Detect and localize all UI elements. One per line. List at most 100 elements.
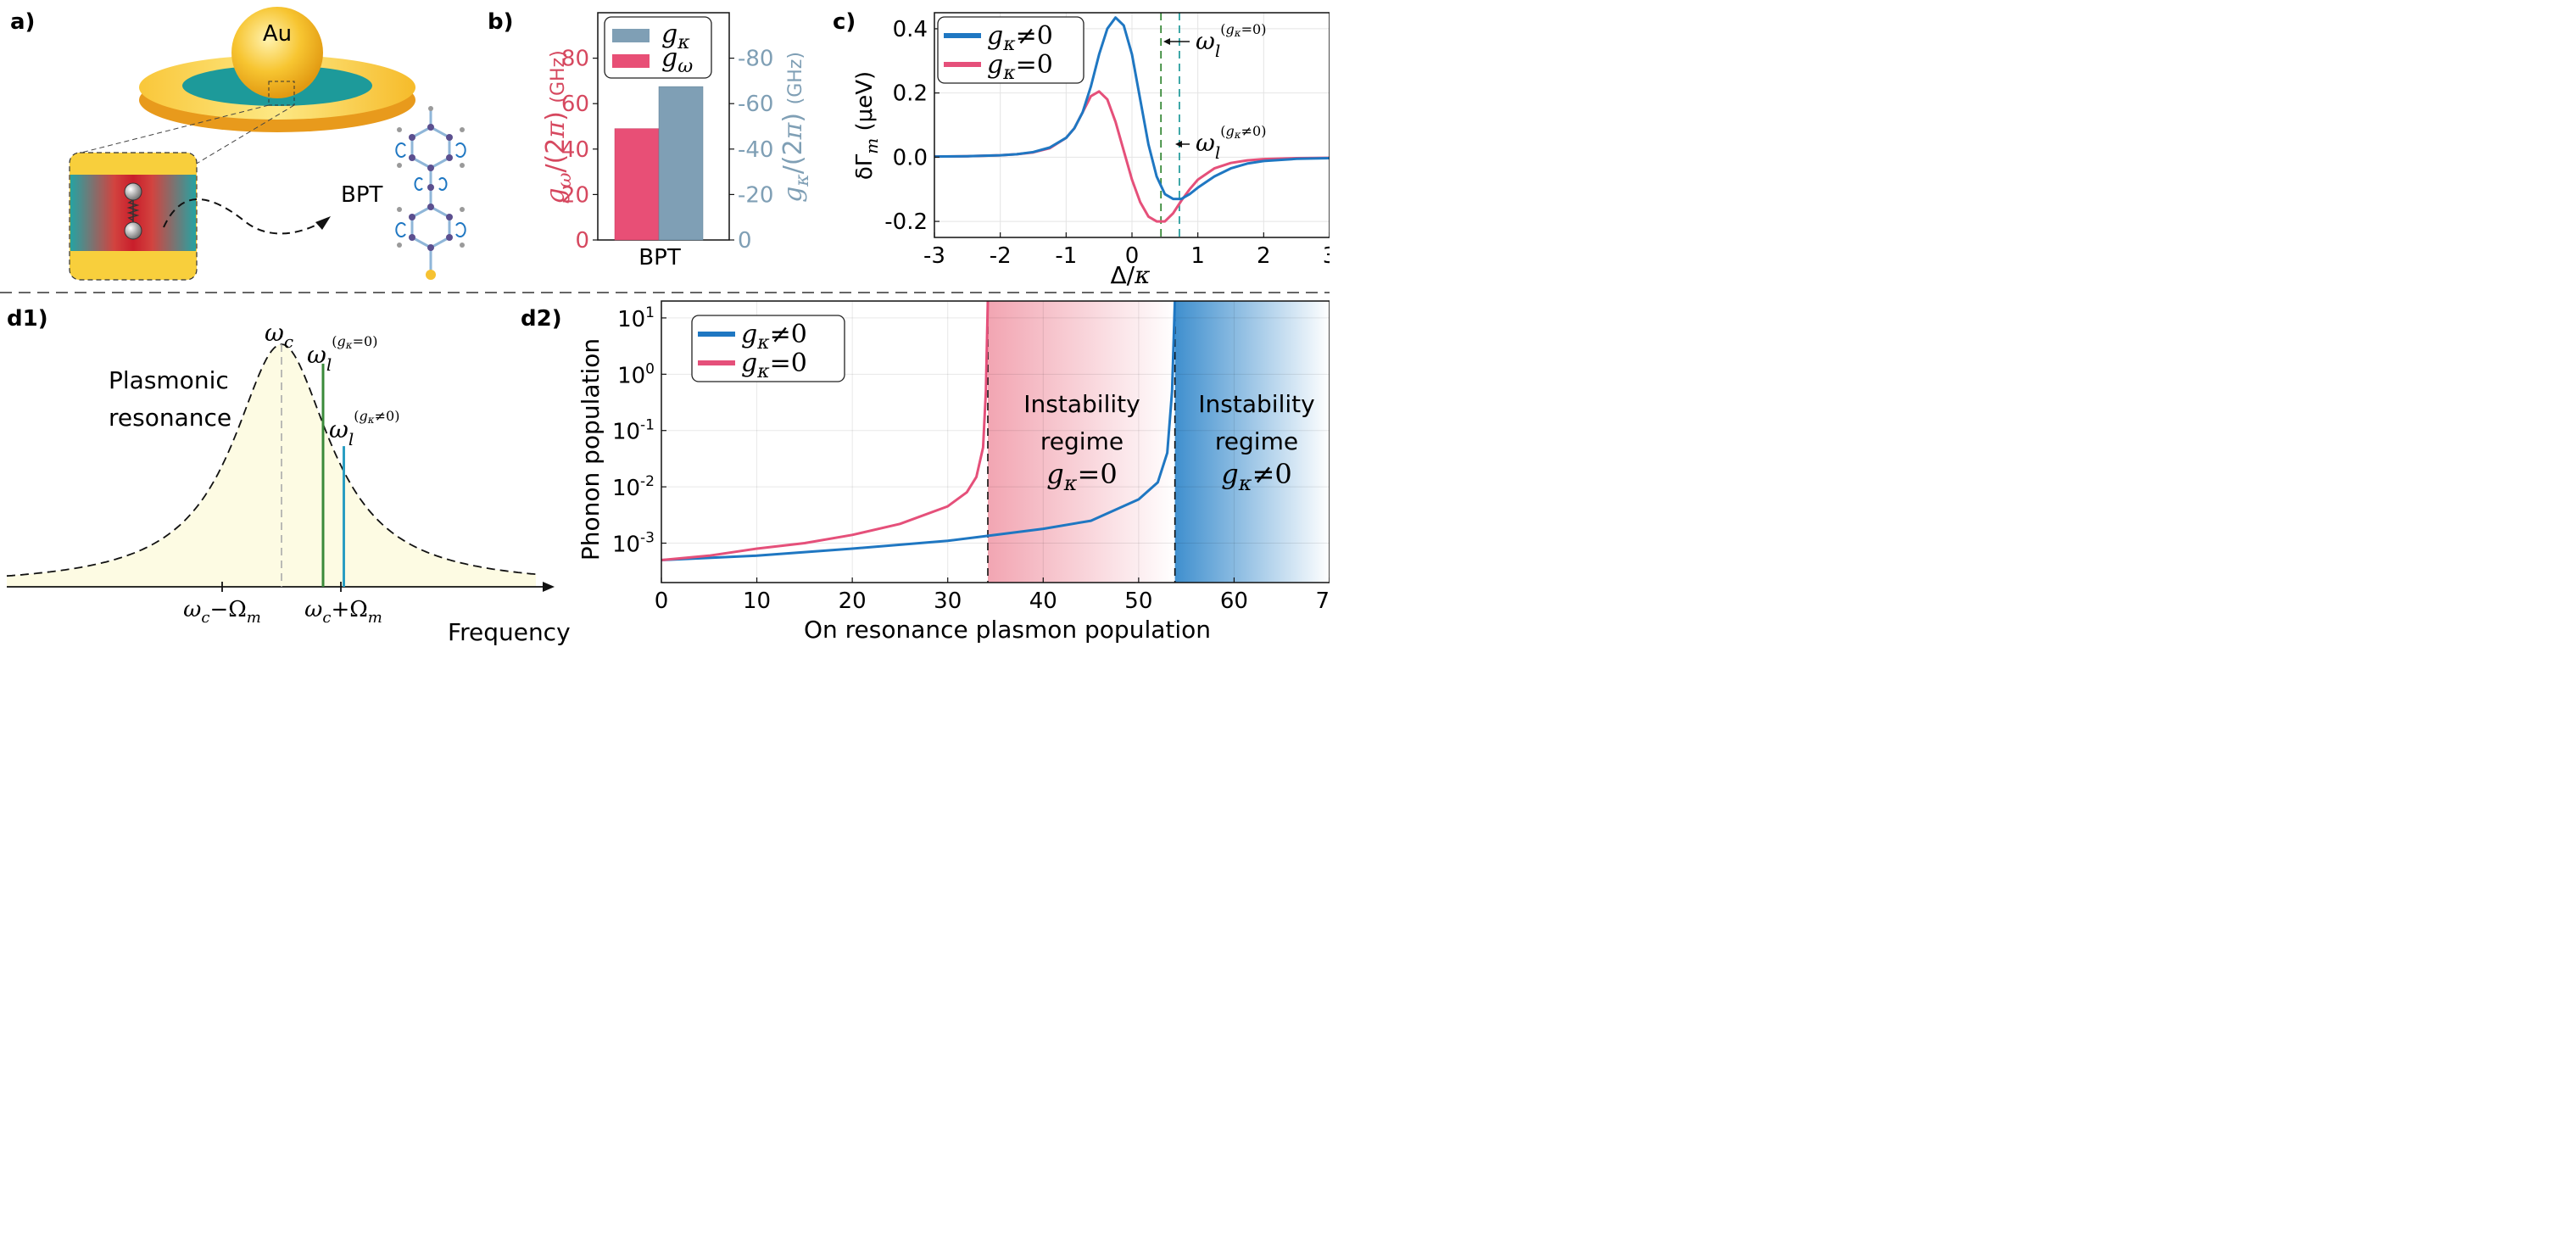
bar-right-tick-label: -80 bbox=[738, 47, 773, 72]
panel-c: c) -3 -2 -1 0 1 2 3 0.4 0.2 0.0 -0.2 Δ/κ δΓm (μeV)… bbox=[833, 9, 1330, 289]
d2-series-gk-zero bbox=[661, 300, 990, 561]
svg-text:ωl(gκ=0): ωl(gκ=0) bbox=[1196, 21, 1266, 61]
bpt-hydrogens bbox=[397, 106, 465, 248]
bar-legend: gκ gω bbox=[604, 16, 712, 79]
bar-left-axis: 0 20 40 60 80 bbox=[561, 47, 598, 254]
panel-d2: d2) 0 10 20 30 40 50 60 70 101 100 10-1 10-2 10-3 On… bbox=[521, 300, 1330, 644]
bar-left-tick-label: 60 bbox=[561, 92, 589, 117]
linec-legend: gκ≠0 gκ=0 bbox=[937, 16, 1084, 84]
linec-xtick-label: -2 bbox=[990, 243, 1012, 269]
linec-legend-1: gκ≠0 bbox=[987, 21, 1053, 55]
lorentzian-curve bbox=[6, 343, 537, 577]
d2-ytick-label: 100 bbox=[617, 360, 655, 388]
d1-tick-plus: ωc+Ωm bbox=[304, 597, 382, 627]
linec-ylabel: δΓm (μeV) bbox=[852, 71, 882, 180]
region1-line2: regime bbox=[1040, 427, 1124, 455]
d1-axis-arrow bbox=[543, 582, 555, 592]
bar-left-tick-label: 0 bbox=[575, 228, 589, 254]
d2-xtick-label: 60 bbox=[1220, 588, 1248, 614]
bar-right-tick-label: 0 bbox=[738, 228, 752, 254]
d2-ylabel: Phonon population bbox=[577, 338, 605, 561]
d2-region-1 bbox=[1174, 301, 1330, 583]
bpt-atoms bbox=[409, 124, 453, 251]
d2-xtick-label: 0 bbox=[655, 588, 669, 614]
linec-series-gk-nonzero bbox=[934, 16, 1330, 201]
molecule-arrow bbox=[163, 198, 328, 235]
bar-left-tick-label: 80 bbox=[561, 47, 589, 72]
bar-left-tick-label: 20 bbox=[561, 182, 589, 208]
region2-line3: gκ≠0 bbox=[1221, 458, 1291, 495]
linec-ytick-label: -0.2 bbox=[884, 209, 928, 235]
d1-markers bbox=[221, 344, 345, 592]
linec-xtick-label: 3 bbox=[1323, 243, 1330, 269]
linec-ytick-label: 0.0 bbox=[893, 145, 928, 170]
d2-region-text-1: Instability regime gκ=0 bbox=[1023, 390, 1140, 495]
d1-annot-wl1: ωl(gκ≠0) bbox=[329, 408, 399, 449]
d2-frame bbox=[661, 300, 1330, 583]
d2-ticks: 0 10 20 30 40 50 60 70 101 100 10-1 10-2 10-3 bbox=[612, 304, 1330, 614]
bar-right-tick-label: -40 bbox=[738, 137, 773, 163]
linec-legend-2: gκ=0 bbox=[987, 50, 1053, 84]
d2-ytick-label: 10-1 bbox=[612, 417, 655, 445]
d2-legend-2: gκ=0 bbox=[741, 349, 807, 382]
d2-series-gk-nonzero bbox=[661, 300, 1177, 561]
d1-annot-wl0: ωl(gκ=0) bbox=[307, 333, 377, 375]
d2-legend-1: gκ≠0 bbox=[741, 320, 807, 354]
bar-right-tick-label: -60 bbox=[738, 92, 773, 117]
panel-d1: d1) Plasmonic resonance ωc ωl(gκ=0) ωl(g… bbox=[6, 306, 571, 646]
bar-left-ylabel: gω/(2π) (GHz) bbox=[541, 50, 576, 204]
linec-ticks: -3 -2 -1 0 1 2 3 0.4 0.2 0.0 -0.2 bbox=[884, 17, 1330, 269]
figure-canvas: a) Au BPT bbox=[0, 7, 1330, 646]
d2-legend: gκ≠0 gκ=0 bbox=[691, 315, 845, 382]
linec-xtick-label: -3 bbox=[923, 243, 945, 269]
linec-xtick-label: -1 bbox=[1055, 243, 1077, 269]
panel-d1-label: d1) bbox=[7, 306, 48, 332]
panel-a: a) Au BPT bbox=[10, 7, 466, 281]
d2-xlabel: On resonance plasmon population bbox=[804, 616, 1211, 644]
molecule-label: BPT bbox=[341, 182, 383, 208]
panel-c-label: c) bbox=[833, 9, 856, 35]
panel-b: b) 0 20 40 60 80 0 -20 -40 -60 -80 BPT gω/(2π) (… bbox=[488, 9, 813, 271]
linec-vlines bbox=[1160, 13, 1180, 237]
vibration-arrows bbox=[395, 142, 466, 237]
gold-sphere bbox=[231, 7, 323, 98]
d2-xtick-label: 10 bbox=[743, 588, 771, 614]
d2-xtick-label: 50 bbox=[1124, 588, 1152, 614]
bar-g-omega bbox=[614, 128, 660, 241]
bar-g-kappa bbox=[658, 86, 704, 241]
panel-d2-label: d2) bbox=[521, 306, 562, 332]
d1-annot-resonance: resonance bbox=[109, 404, 231, 432]
d2-series bbox=[661, 300, 1177, 583]
sulfur-atom bbox=[426, 270, 436, 280]
bar-right-tick-label: -20 bbox=[738, 182, 773, 208]
linec-ytick-label: 0.2 bbox=[893, 81, 928, 107]
linec-xlabel: Δ/κ bbox=[1111, 261, 1151, 289]
cavity-inset bbox=[69, 152, 198, 281]
bar-category-label: BPT bbox=[638, 245, 681, 271]
d2-xtick-label: 70 bbox=[1315, 588, 1330, 614]
region2-line1: Instability bbox=[1198, 390, 1314, 418]
region2-line2: regime bbox=[1215, 427, 1298, 455]
d2-ytick-label: 10-3 bbox=[612, 530, 655, 558]
molecule-arrowhead bbox=[315, 216, 331, 230]
d2-xtick-label: 30 bbox=[934, 588, 962, 614]
d2-regions bbox=[987, 301, 1330, 583]
linec-series bbox=[934, 16, 1330, 223]
sphere-label: Au bbox=[263, 21, 292, 47]
linec-xtick-label: 2 bbox=[1257, 243, 1271, 269]
region1-line3: gκ=0 bbox=[1046, 458, 1117, 495]
panel-a-label: a) bbox=[10, 9, 35, 35]
zoom-box bbox=[268, 81, 295, 106]
bar-right-axis: 0 -20 -40 -60 -80 bbox=[729, 47, 773, 254]
linec-xtick-label: 0 bbox=[1125, 243, 1140, 269]
d2-region-0 bbox=[987, 301, 1175, 583]
d2-region-text-2: Instability regime gκ≠0 bbox=[1198, 390, 1314, 495]
d2-ytick-label: 101 bbox=[617, 304, 655, 332]
d2-xtick-label: 40 bbox=[1029, 588, 1057, 614]
d1-annot-plasmonic: Plasmonic bbox=[109, 366, 229, 394]
bar-right-ylabel: gκ/(2π) (GHz) bbox=[778, 52, 813, 203]
d1-xlabel: Frequency bbox=[448, 618, 571, 646]
d2-grid bbox=[661, 301, 1330, 583]
panel-b-label: b) bbox=[488, 9, 514, 35]
d2-ytick-label: 10-2 bbox=[612, 473, 655, 501]
